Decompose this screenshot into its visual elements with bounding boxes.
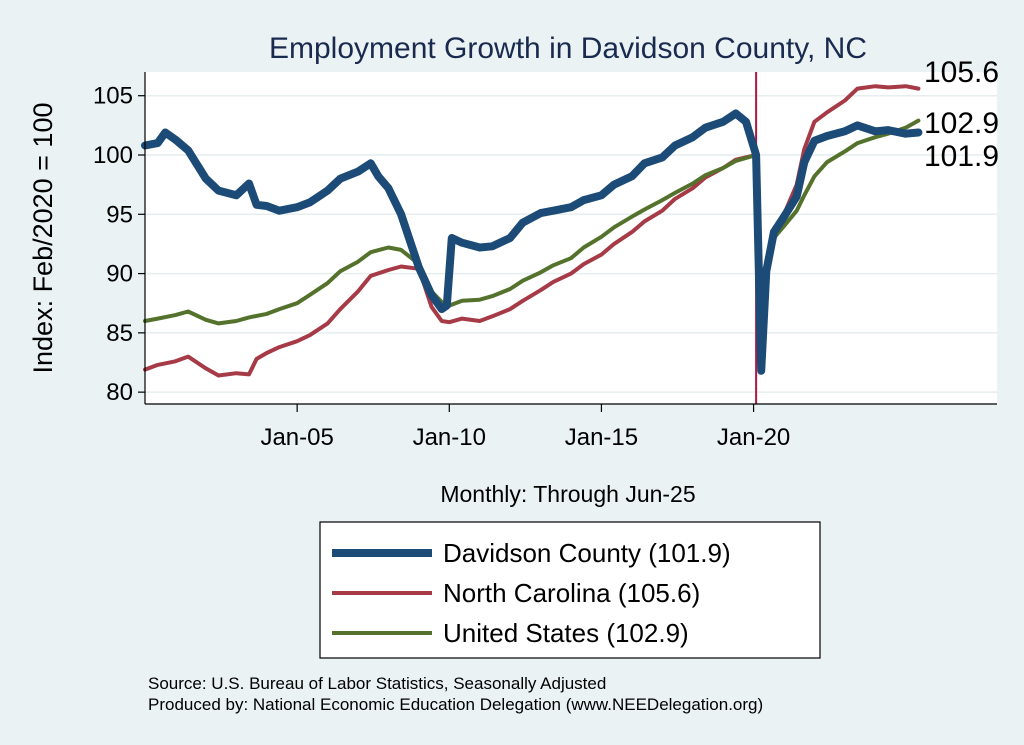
legend-box [319,521,821,659]
legend-label-1: North Carolina (105.6) [443,578,700,608]
series-line-1 [143,84,921,378]
x-tick-label: Jan-05 [260,424,333,451]
legend-label-2: United States (102.9) [443,618,689,648]
series-lines [141,84,923,378]
y-tick-label: 90 [106,261,133,288]
y-tick-label: 95 [106,201,133,228]
chart-title: Employment Growth in Davidson County, NC [269,32,867,65]
producer-note: Produced by: National Economic Education… [148,695,763,714]
y-axis-label: Index: Feb/2020 = 100 [28,103,58,374]
y-axis-ticks: 80 85 90 95 100 105 [93,83,145,406]
end-label-1: 105.6 [924,56,999,89]
source-note: Source: U.S. Bureau of Labor Statistics,… [148,674,606,693]
x-tick-label: Jan-15 [565,424,638,451]
end-label-0: 101.9 [924,140,999,173]
y-tick-label: 80 [106,379,133,406]
y-tick-label: 100 [93,142,133,169]
legend: Davidson County (101.9) North Carolina (1… [319,521,821,659]
legend-entries: Davidson County (101.9) North Carolina (1… [332,538,731,648]
series-line-2 [143,118,921,328]
x-tick-label: Jan-20 [717,424,790,451]
x-axis-ticks: Jan-05 Jan-10 Jan-15 Jan-20 [260,404,790,451]
x-axis-label: Monthly: Through Jun-25 [440,481,695,507]
end-label-2: 102.9 [924,107,999,140]
y-tick-label: 85 [106,320,133,347]
end-value-labels: 101.9 105.6 102.9 [924,56,999,173]
x-tick-label: Jan-10 [413,424,486,451]
plot-area [145,72,997,404]
y-tick-label: 105 [93,83,133,110]
legend-label-0: Davidson County (101.9) [443,538,731,568]
series-line-0 [141,109,923,375]
